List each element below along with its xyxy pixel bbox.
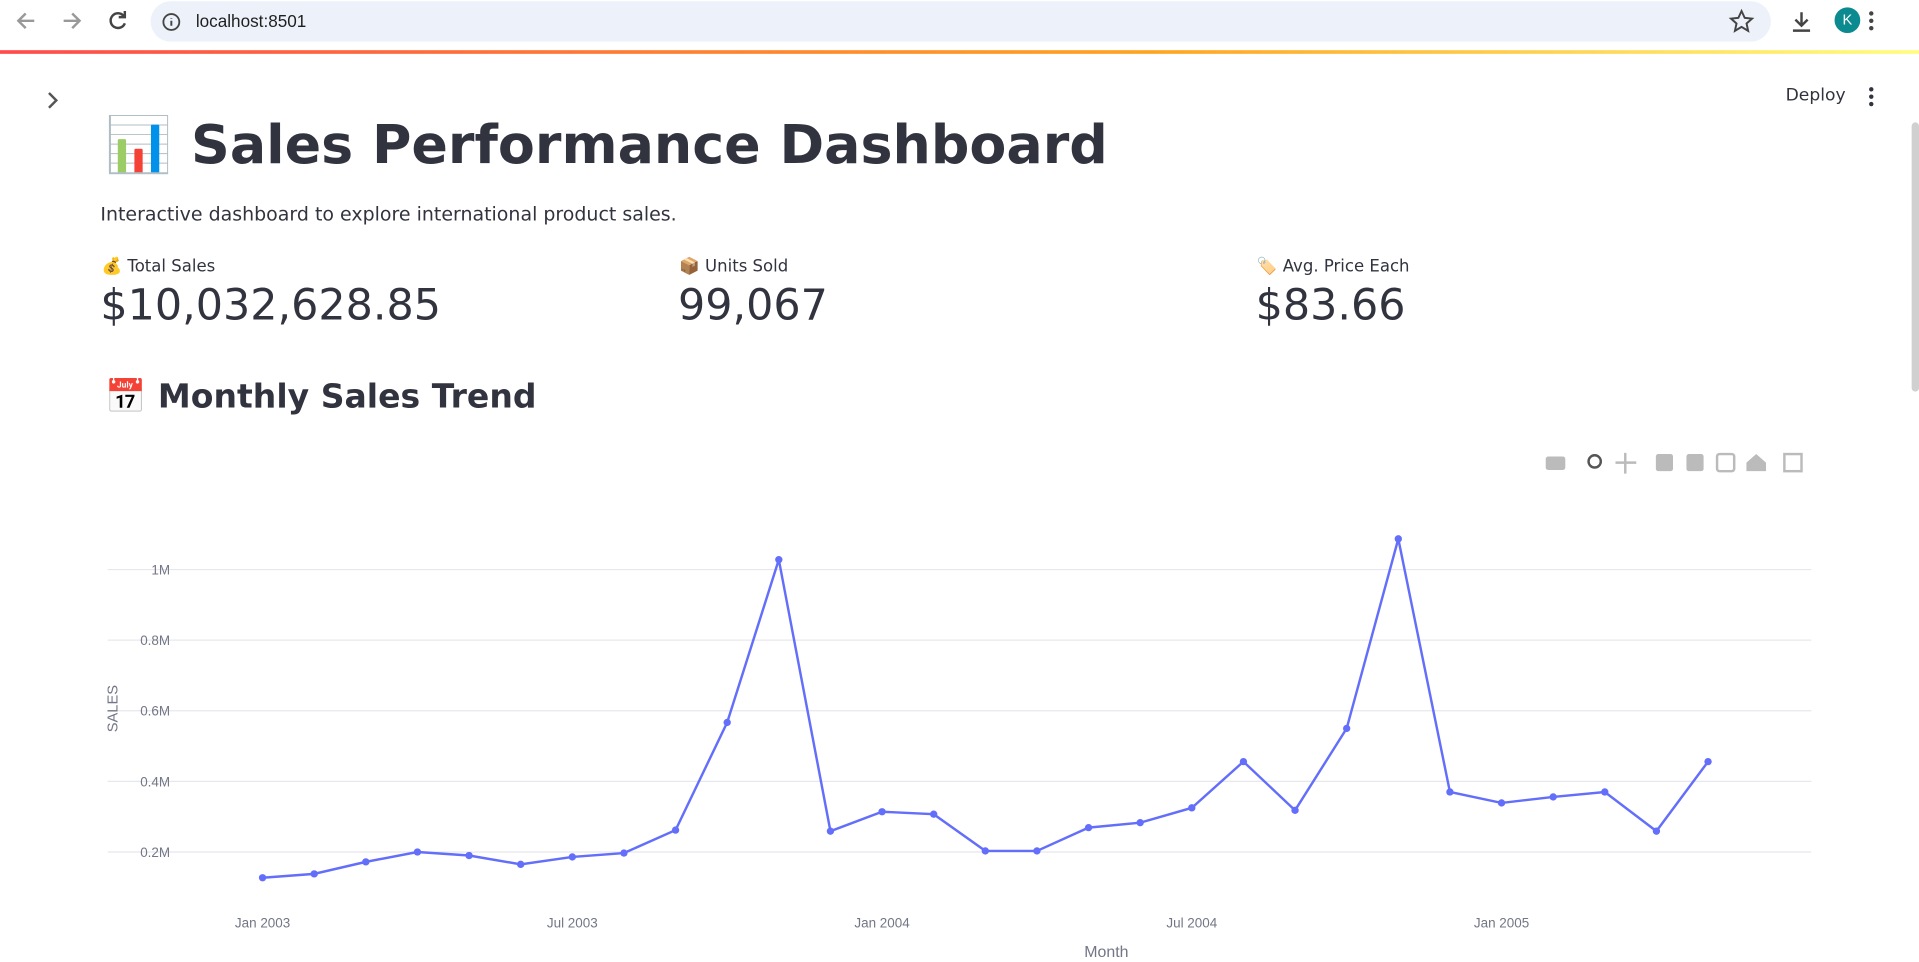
data-point — [1394, 535, 1402, 543]
section-header: 📅 Monthly Sales Trend — [105, 378, 537, 417]
nav-buttons[interactable] — [0, 0, 147, 44]
browser-actions[interactable] — [1728, 8, 1887, 36]
metric-value: $83.66 — [1255, 281, 1406, 331]
loading-bar — [0, 50, 1919, 54]
x-tick-label: Jan 2003 — [235, 916, 290, 931]
y-axis-title: SALES — [105, 685, 121, 733]
data-point — [1446, 788, 1454, 796]
data-point — [258, 874, 267, 882]
data-point — [362, 858, 370, 866]
y-tick-label: 0.8M — [140, 633, 170, 648]
y-tick-label: 0.2M — [140, 845, 170, 860]
data-point — [1704, 757, 1712, 766]
data-point — [517, 860, 525, 869]
x-tick-label: Jul 2004 — [1166, 916, 1217, 931]
data-point — [1291, 806, 1299, 815]
y-tick-label: 1M — [151, 562, 170, 577]
data-point — [620, 849, 628, 857]
metric-value: 99,067 — [678, 281, 828, 331]
data-point — [310, 870, 318, 878]
main-menu[interactable] — [1865, 86, 1877, 108]
data-point — [1033, 847, 1041, 855]
metric-value: $10,032,628.85 — [100, 281, 441, 331]
data-point — [1343, 724, 1351, 733]
metric-label: 💰 Total Sales — [101, 257, 216, 277]
url: localhost:8501 — [195, 11, 307, 31]
data-point — [1549, 793, 1557, 801]
metric-label: 📦 Units Sold — [679, 257, 789, 277]
data-point — [671, 826, 680, 834]
modebar[interactable] — [1545, 452, 1803, 474]
data-point — [1601, 788, 1609, 796]
sidebar-toggle[interactable] — [44, 91, 61, 111]
y-tick-label: 0.6M — [140, 704, 170, 719]
data-point — [878, 808, 886, 816]
x-tick-label: Jul 2003 — [547, 916, 598, 931]
data-point — [1652, 827, 1661, 835]
x-tick-label: Jan 2005 — [1474, 916, 1529, 931]
data-point — [981, 847, 989, 855]
x-axis-title: Month — [1084, 944, 1128, 961]
deploy-button[interactable]: Deploy — [1785, 85, 1846, 106]
subtitle: Interactive dashboard to explore interna… — [100, 203, 677, 226]
data-point — [723, 718, 731, 727]
data-point — [1497, 799, 1506, 807]
data-point — [568, 853, 576, 861]
data-point — [1239, 757, 1248, 766]
data-point — [930, 810, 938, 818]
site-info-icon[interactable] — [162, 12, 182, 32]
y-tick-label: 0.4M — [140, 774, 170, 789]
page-title: 📊 Sales Performance Dashboard — [105, 113, 1108, 177]
data-point — [1084, 823, 1093, 832]
x-tick-label: Jan 2004 — [854, 916, 910, 931]
browser-toolbar: localhost:8501 K — [0, 0, 1919, 51]
sales-line — [262, 538, 1710, 879]
data-point — [826, 827, 835, 835]
data-point — [1136, 819, 1144, 827]
data-point — [465, 851, 473, 860]
address-bar[interactable] — [150, 1, 1771, 42]
metric-label: 🏷️ Avg. Price Each — [1256, 257, 1410, 277]
data-point — [775, 556, 783, 564]
data-point — [413, 848, 422, 856]
scrollbar[interactable] — [1911, 122, 1919, 392]
profile-avatar[interactable]: K — [1834, 7, 1861, 34]
data-point — [1188, 804, 1196, 812]
